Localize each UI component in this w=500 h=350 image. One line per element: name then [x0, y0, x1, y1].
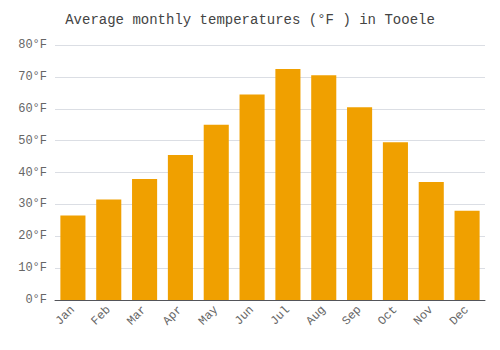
svg-text:50°F: 50°F	[18, 134, 47, 148]
svg-text:Mar: Mar	[124, 303, 149, 328]
svg-text:Jun: Jun	[232, 303, 257, 328]
svg-text:Feb: Feb	[89, 303, 114, 328]
svg-text:Apr: Apr	[160, 303, 185, 328]
svg-text:May: May	[196, 303, 221, 328]
svg-text:Nov: Nov	[411, 303, 436, 328]
svg-text:60°F: 60°F	[18, 102, 47, 116]
svg-text:Sep: Sep	[339, 303, 364, 328]
svg-text:Dec: Dec	[447, 303, 472, 328]
svg-text:40°F: 40°F	[18, 166, 47, 180]
svg-text:Average monthly temperatures (: Average monthly temperatures (°F ) in To…	[65, 12, 435, 28]
svg-text:30°F: 30°F	[18, 197, 47, 211]
svg-text:80°F: 80°F	[18, 38, 47, 52]
svg-text:10°F: 10°F	[18, 261, 47, 275]
svg-text:Jul: Jul	[268, 303, 293, 328]
svg-text:20°F: 20°F	[18, 229, 47, 243]
svg-text:70°F: 70°F	[18, 70, 47, 84]
svg-text:0°F: 0°F	[25, 293, 47, 307]
svg-text:Jan: Jan	[53, 303, 78, 328]
svg-text:Oct: Oct	[375, 303, 400, 328]
svg-text:Aug: Aug	[304, 303, 329, 328]
